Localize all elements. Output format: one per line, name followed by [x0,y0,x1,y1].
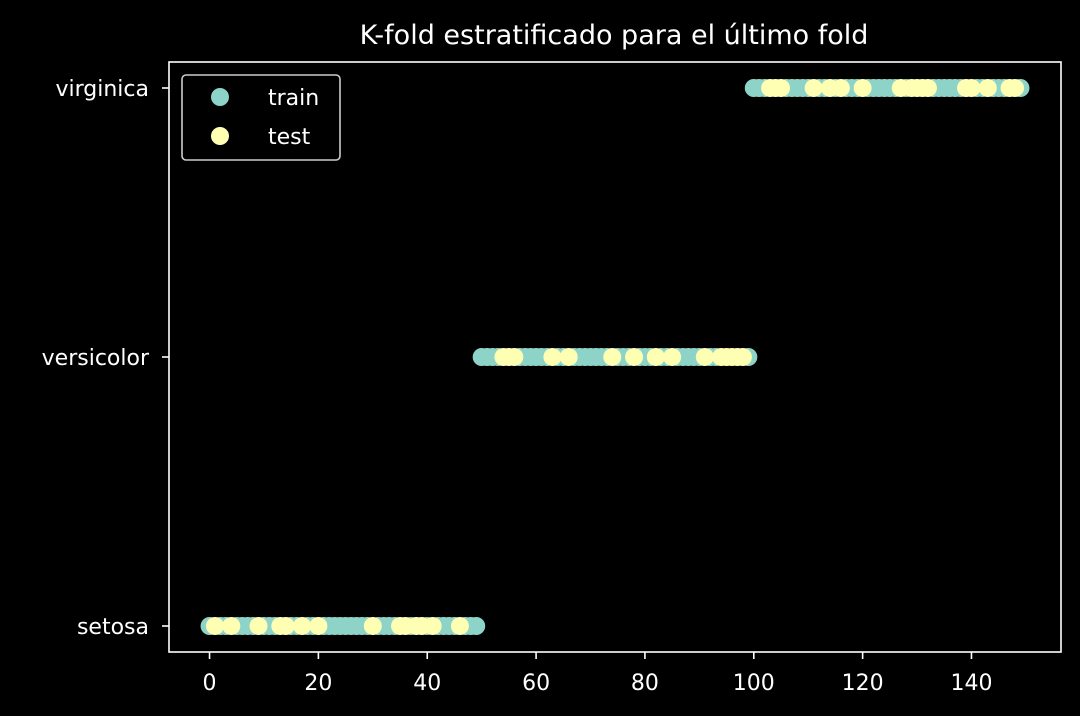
chart-title: K-fold estratificado para el último fold [360,20,869,51]
point-test [771,79,790,97]
point-test [505,348,524,366]
point-train [467,617,486,635]
point-test [276,617,295,635]
point-test [559,348,578,366]
point-test [918,79,937,97]
legend-marker-test [211,127,229,145]
point-test [1006,79,1025,97]
x-tick-label: 20 [304,671,332,696]
point-test [853,79,872,97]
axes: 0 20 40 60 80 100 120 140 setosa versicolor virgin… [42,61,1062,696]
legend-label-test: test [268,125,311,150]
point-test [695,348,714,366]
x-tick-label: 40 [413,671,441,696]
point-test [222,617,241,635]
point-test [603,348,622,366]
y-tick-label: versicolor [42,346,150,371]
legend-label-train: train [268,86,319,111]
point-test [978,79,997,97]
point-test [205,617,224,635]
y-tick-label: setosa [77,615,149,640]
legend: train test [181,74,341,161]
point-test [663,348,682,366]
point-test [733,348,752,366]
x-tick-label: 100 [733,671,775,696]
x-tick-label: 80 [631,671,659,696]
y-tick-label: virginica [56,77,150,102]
point-test [625,348,644,366]
x-tick-label: 0 [203,671,217,696]
point-test [423,617,442,635]
data-points [200,79,1030,635]
point-test [363,617,382,635]
legend-marker-train [211,88,229,106]
point-test [249,617,268,635]
x-tick-label: 140 [950,671,992,696]
point-test [293,617,312,635]
point-test [962,79,981,97]
x-tick-label: 60 [522,671,550,696]
point-test [804,79,823,97]
point-test [309,617,328,635]
point-test [450,617,469,635]
point-test [831,79,850,97]
x-tick-label: 120 [842,671,884,696]
point-test [646,348,665,366]
point-test [543,348,562,366]
